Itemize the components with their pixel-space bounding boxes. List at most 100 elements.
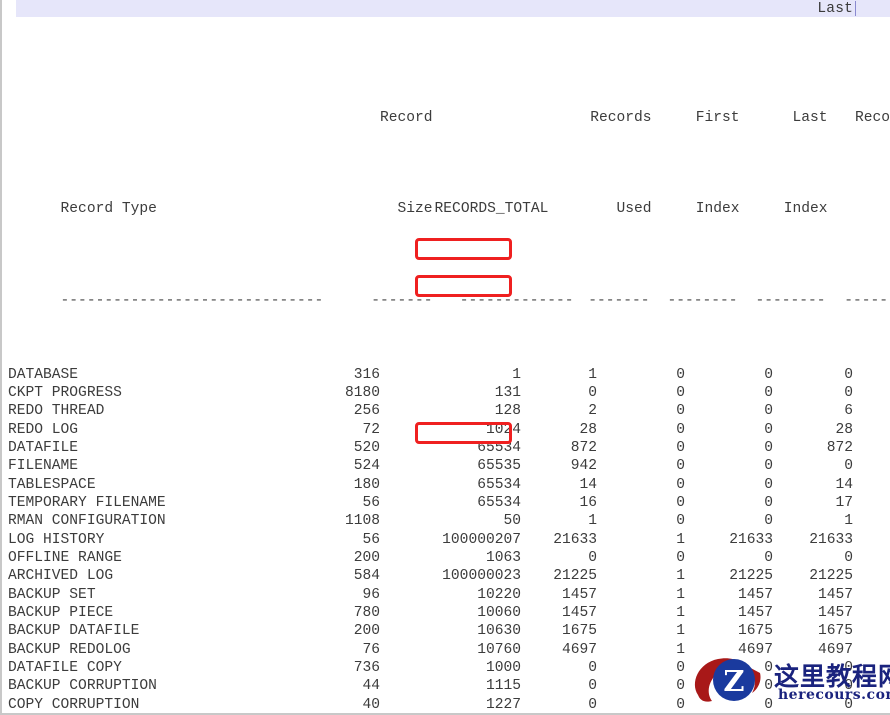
cell-records-total: 10760 — [477, 641, 521, 658]
table-row: BACKUP DATAFILE 200 10630 1675 1 1675 1675 — [8, 622, 890, 640]
cell-record-type: BACKUP PIECE — [8, 605, 114, 621]
cell-record-size: 1108 — [344, 513, 380, 530]
table-row: ARCHIVED LOG 584 100000023 21225 1 21225 21225 — [8, 567, 890, 585]
header2-last-record-id: ID — [828, 200, 890, 218]
table-row: BACKUP SET 96 10220 1457 1 1457 1457 — [8, 586, 890, 604]
cell-record-size: 200 — [353, 623, 380, 640]
table-row: BACKUP PIECE 780 10060 1457 1 1457 1457 — [8, 604, 890, 622]
cell-last-record-id: 4697 — [817, 641, 853, 658]
table-row: LOG HISTORY 56 100000207 21633 1 21633 21633 — [8, 531, 890, 549]
cell-record-size: 8180 — [344, 384, 380, 401]
table-header-line-2: Record Type Size RECORDS_TOTAL Used Index Ind… — [8, 182, 890, 217]
cell-record-type: TABLESPACE — [8, 476, 96, 493]
cell-last-index: 0 — [764, 458, 773, 475]
header1-records-used: Records — [590, 109, 652, 126]
cell-records-total: 100000023 — [442, 568, 521, 585]
cell-first-index: 0 — [676, 476, 685, 493]
rule-records-used: ------- — [588, 293, 650, 310]
cell-record-size: 180 — [353, 476, 380, 493]
cell-last-index: 1457 — [737, 586, 773, 603]
cell-last-record-id: 0 — [844, 384, 853, 401]
cell-last-record-id: 21633 — [809, 531, 853, 548]
cell-records-used: 1457 — [561, 605, 597, 621]
cell-last-record-id: 1675 — [817, 623, 853, 640]
header1-first-index: First — [695, 109, 740, 126]
cell-last-index: 1675 — [737, 623, 773, 640]
cell-records-total: 131 — [494, 384, 521, 401]
table-row: BACKUP CORRUPTION 44 1115 0 0 0 0 — [8, 677, 890, 695]
cell-last-index: 0 — [764, 384, 773, 401]
cell-record-size: 96 — [362, 586, 380, 603]
table-row: RMAN CONFIGURATION 1108 50 1 0 0 1 — [8, 512, 890, 530]
cell-record-type: REDO LOG — [8, 421, 79, 438]
cell-first-index: 1 — [676, 623, 685, 640]
cell-record-size: 56 — [362, 531, 380, 548]
cell-record-type: FILENAME — [8, 458, 79, 475]
cell-record-size: 56 — [362, 494, 380, 511]
header1-last-record-id: Record — [855, 109, 890, 126]
cell-records-total: 10220 — [477, 586, 521, 603]
cell-records-used: 16 — [579, 494, 597, 511]
rule-first-index: -------- — [667, 293, 738, 310]
cell-records-used: 1 — [588, 513, 597, 530]
cell-record-size: 584 — [353, 568, 380, 585]
cell-record-size: 256 — [353, 403, 380, 420]
cell-last-record-id: 0 — [844, 458, 853, 475]
cell-first-index: 0 — [676, 513, 685, 530]
cell-last-record-id: 1457 — [817, 586, 853, 603]
cell-record-size: 76 — [362, 641, 380, 658]
cell-last-index: 0 — [764, 476, 773, 493]
cell-record-type: COPY CORRUPTION — [8, 696, 140, 713]
cell-first-index: 0 — [676, 494, 685, 511]
table-row: DATABASE 316 1 1 0 0 0 — [8, 366, 890, 384]
cell-record-type: OFFLINE RANGE — [8, 549, 122, 566]
cell-records-used: 1457 — [561, 586, 597, 603]
cell-first-index: 1 — [676, 605, 685, 621]
cell-last-record-id: 1 — [844, 513, 853, 530]
cell-record-type: BACKUP DATAFILE — [8, 623, 140, 640]
cell-record-type: DATAFILE — [8, 439, 79, 456]
cell-record-size: 524 — [353, 458, 380, 475]
selection-band[interactable]: Last — [16, 0, 890, 17]
table-row: TABLESPACE 180 65534 14 0 0 14 — [8, 476, 890, 494]
cell-records-total: 1063 — [485, 549, 521, 566]
cell-last-index: 4697 — [737, 641, 773, 658]
table-row: REDO LOG 72 1024 28 0 0 28 — [8, 421, 890, 439]
cell-first-index: 0 — [676, 549, 685, 566]
cell-first-index: 0 — [676, 366, 685, 383]
cell-last-index: 0 — [764, 513, 773, 530]
table-row: DATAFILE 520 65534 872 0 0 872 — [8, 439, 890, 457]
cell-last-index: 21225 — [729, 568, 773, 585]
cell-record-type: ARCHIVED LOG — [8, 568, 114, 585]
cell-last-index: 0 — [764, 421, 773, 438]
cell-records-total: 1000 — [485, 660, 521, 677]
cell-records-total: 65535 — [477, 458, 521, 475]
cell-record-size: 200 — [353, 549, 380, 566]
cell-first-index: 0 — [676, 458, 685, 475]
selection-text: Last — [817, 1, 853, 17]
cell-records-total: 1227 — [485, 696, 521, 713]
cell-last-record-id: 21225 — [809, 568, 853, 585]
cell-last-index: 0 — [764, 696, 773, 713]
cell-records-total: 10630 — [477, 623, 521, 640]
cell-record-type: TEMPORARY FILENAME — [8, 494, 166, 511]
cell-record-size: 316 — [353, 366, 380, 383]
table-header-line-1: Record Records First Last Record — [8, 90, 890, 126]
cell-records-total: 1115 — [485, 678, 521, 695]
cell-first-index: 0 — [676, 439, 685, 456]
cell-records-used: 872 — [570, 439, 597, 456]
cell-last-index: 0 — [764, 678, 773, 695]
cell-record-type: RMAN CONFIGURATION — [8, 513, 166, 530]
cell-last-record-id: 14 — [835, 476, 853, 493]
table-row: COPY CORRUPTION 40 1227 0 0 0 0 — [8, 696, 890, 713]
cell-record-size: 736 — [353, 660, 380, 677]
cell-last-record-id: 0 — [844, 366, 853, 383]
cell-first-index: 1 — [676, 641, 685, 658]
table-row: OFFLINE RANGE 200 1063 0 0 0 0 — [8, 549, 890, 567]
table-row: TEMPORARY FILENAME 56 65534 16 0 0 17 — [8, 494, 890, 512]
table-header-rule: ------------------------------ ------- ---… — [8, 274, 890, 309]
cell-record-type: CKPT PROGRESS — [8, 384, 122, 401]
rule-record-size: ------- — [371, 293, 433, 310]
cell-records-used: 1675 — [561, 623, 597, 640]
